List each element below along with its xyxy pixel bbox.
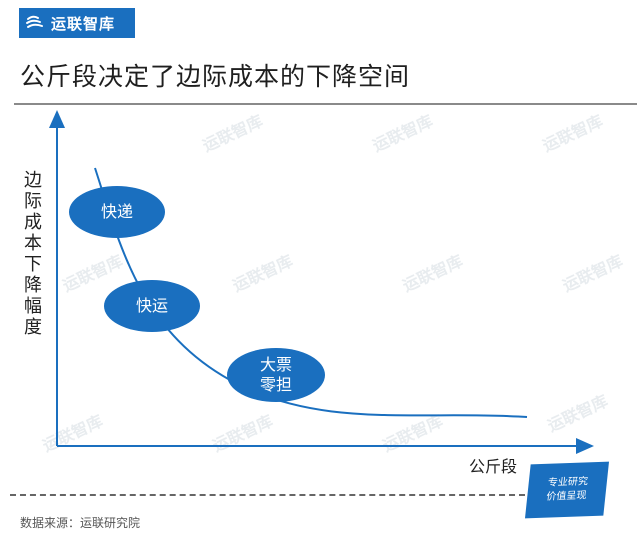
title-divider (14, 103, 637, 105)
bubble-label: 快运 (135, 296, 168, 315)
bubble-label: 快递 (100, 202, 133, 221)
source-note: 数据来源：运联研究院 (20, 516, 141, 530)
brand-logo: 运联智库 (19, 8, 135, 38)
bubble-freight: 快运 (104, 280, 200, 332)
badge-line-1: 专业研究 (547, 476, 589, 489)
x-axis-label: 公斤段 (469, 457, 518, 476)
logo-mark-icon (26, 15, 43, 28)
footer-divider (10, 494, 525, 496)
page-title: 公斤段决定了边际成本的下降空间 (20, 62, 411, 91)
bubble-label: 大票零担 (259, 355, 292, 394)
bubble-ltl: 大票零担 (227, 348, 325, 402)
brand-name: 运联智库 (51, 14, 116, 33)
badge-line-2: 价值呈现 (545, 490, 587, 503)
bubble-express: 快递 (69, 186, 165, 238)
slogan-badge: 专业研究 价值呈现 (524, 461, 610, 519)
y-axis-label: 边际成本下降幅度 (24, 170, 42, 338)
